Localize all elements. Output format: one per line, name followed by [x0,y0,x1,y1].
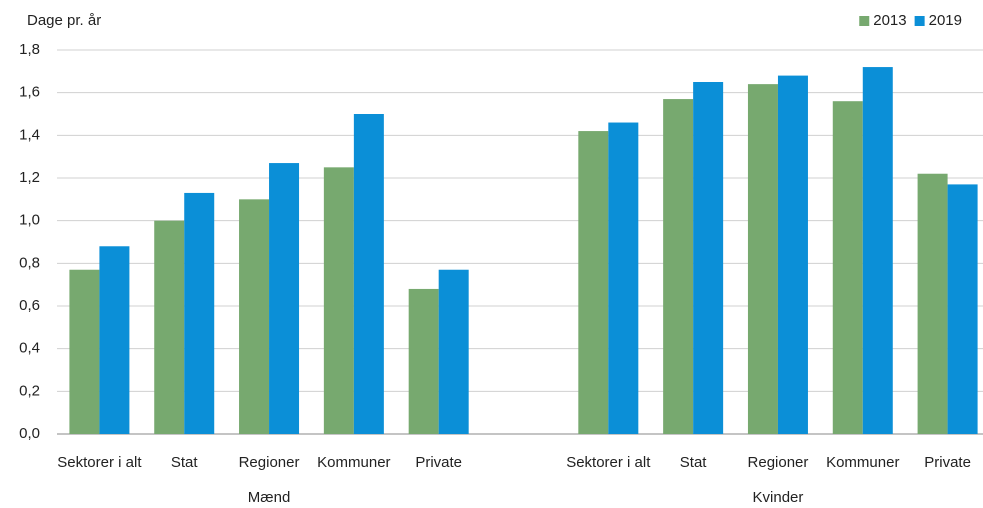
y-tick-label: 0,6 [19,297,40,314]
bar [663,99,694,435]
x-tick-label: Regioner [239,454,300,471]
y-tick-label: 1,8 [19,41,40,58]
bar [269,163,300,435]
y-axis-label: Dage pr. år [27,12,101,29]
y-tick-label: 1,0 [19,212,40,229]
x-tick-label: Stat [680,454,708,471]
x-tick-label: Regioner [748,454,809,471]
bar [862,67,893,435]
y-tick-label: 0,8 [19,254,40,271]
bar [917,173,948,434]
x-tick-label: Private [415,454,462,471]
y-tick-label: 0,0 [19,425,40,442]
bar [438,269,469,434]
x-tick-label: Sektorer i alt [57,454,142,471]
x-tick-label: Private [924,454,971,471]
bar [154,220,185,434]
bar [239,199,270,434]
bar [832,101,863,434]
y-tick-label: 1,2 [19,169,40,186]
legend-swatch [859,16,870,26]
x-tick-label: Stat [171,454,199,471]
legend-label: 2019 [929,12,962,29]
bar [99,246,130,434]
bar [69,269,100,434]
y-tick-label: 0,2 [19,382,40,399]
legend-swatch [914,16,925,26]
x-tick-label: Kommuner [317,454,390,471]
x-tick-label: Kommuner [826,454,899,471]
bar [323,167,354,435]
y-tick-label: 1,6 [19,84,40,101]
bar [777,75,808,434]
bar [747,84,778,434]
bar [184,192,215,434]
y-tick-label: 1,4 [19,126,40,143]
bar [608,122,639,435]
bar [578,131,609,435]
group-label: Mænd [248,489,291,506]
y-tick-label: 0,4 [19,340,40,357]
x-tick-label: Sektorer i alt [566,454,651,471]
legend-label: 2013 [873,12,906,29]
bar [947,184,978,434]
bar [353,114,384,434]
bar [693,82,724,434]
group-label: Kvinder [753,489,804,506]
bar [408,288,439,434]
